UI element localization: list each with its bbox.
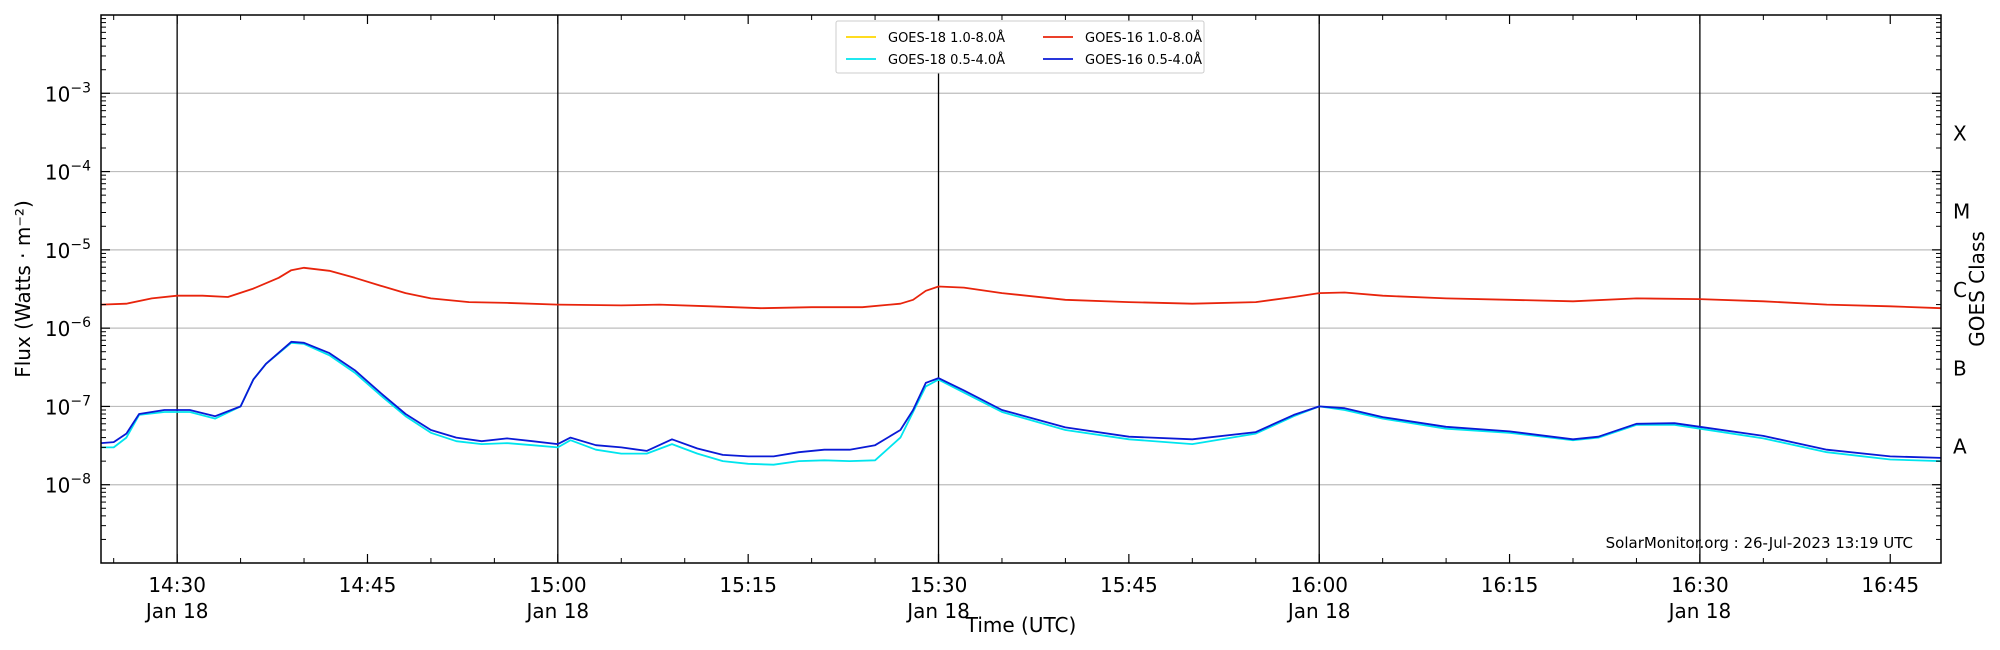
x-tick-label: 15:00 (529, 573, 587, 597)
series-line-2 (101, 341, 1942, 466)
y-tick-label: 10−4 (45, 159, 91, 185)
x-tick-label: 15:45 (1100, 573, 1158, 597)
goes-class-label: C (1953, 278, 1967, 302)
legend-box (835, 20, 1205, 74)
x-tick-sublabel: Jan 18 (525, 599, 590, 623)
legend-label: GOES-16 1.0-8.0Å (1085, 30, 1202, 46)
x-tick-label: 16:15 (1481, 573, 1539, 597)
y-tick-label: 10−8 (45, 472, 91, 498)
series-lines (100, 266, 1942, 466)
x-tick-label: 16:45 (1861, 573, 1919, 597)
goes-class-label: M (1953, 200, 1970, 224)
y-tick-label: 10−5 (45, 237, 91, 263)
x-tick-label: 14:30 (148, 573, 206, 597)
x-tick-sublabel: Jan 18 (1286, 599, 1351, 623)
y2-axis-title: GOES Class (1965, 231, 1989, 347)
legend-label: GOES-16 0.5-4.0Å (1085, 52, 1202, 68)
x-tick-sublabel: Jan 18 (905, 599, 970, 623)
y-tick-label: 10−7 (45, 393, 91, 419)
x-tick-label: 16:30 (1671, 573, 1729, 597)
legend-label: GOES-18 1.0-8.0Å (888, 30, 1005, 46)
legend-label: GOES-18 0.5-4.0Å (888, 52, 1005, 68)
series-line-1 (100, 266, 1942, 310)
y-axis-title: Flux (Watts · m⁻²) (11, 200, 35, 378)
x-tick-label: 15:15 (719, 573, 777, 597)
x-tick-label: 14:45 (339, 573, 397, 597)
x-tick-sublabel: Jan 18 (144, 599, 209, 623)
x-tick-label: 15:30 (910, 573, 968, 597)
y-tick-label: 10−6 (45, 315, 91, 341)
series-line-3 (100, 340, 1942, 459)
plot-frame (100, 14, 1942, 564)
time-markers (176, 15, 1701, 563)
x-axis-title: Time (UTC) (965, 613, 1077, 637)
goes-class-labels: X M C B A (1953, 121, 1970, 458)
legend: GOES-18 1.0-8.0Å GOES-18 0.5-4.0Å GOES-16 … (835, 20, 1205, 74)
x-tick-label: 16:00 (1290, 573, 1348, 597)
goes-class-label: A (1953, 435, 1967, 459)
axis-ticks (101, 15, 1941, 563)
y-tick-label: 10−3 (45, 80, 91, 106)
x-tick-sublabel: Jan 18 (1667, 599, 1732, 623)
source-annotation: SolarMonitor.org : 26-Jul-2023 13:19 UTC (1606, 534, 1913, 552)
goes-class-label: B (1953, 356, 1967, 380)
goes-class-label: X (1953, 121, 1967, 145)
gridlines (101, 92, 1941, 486)
